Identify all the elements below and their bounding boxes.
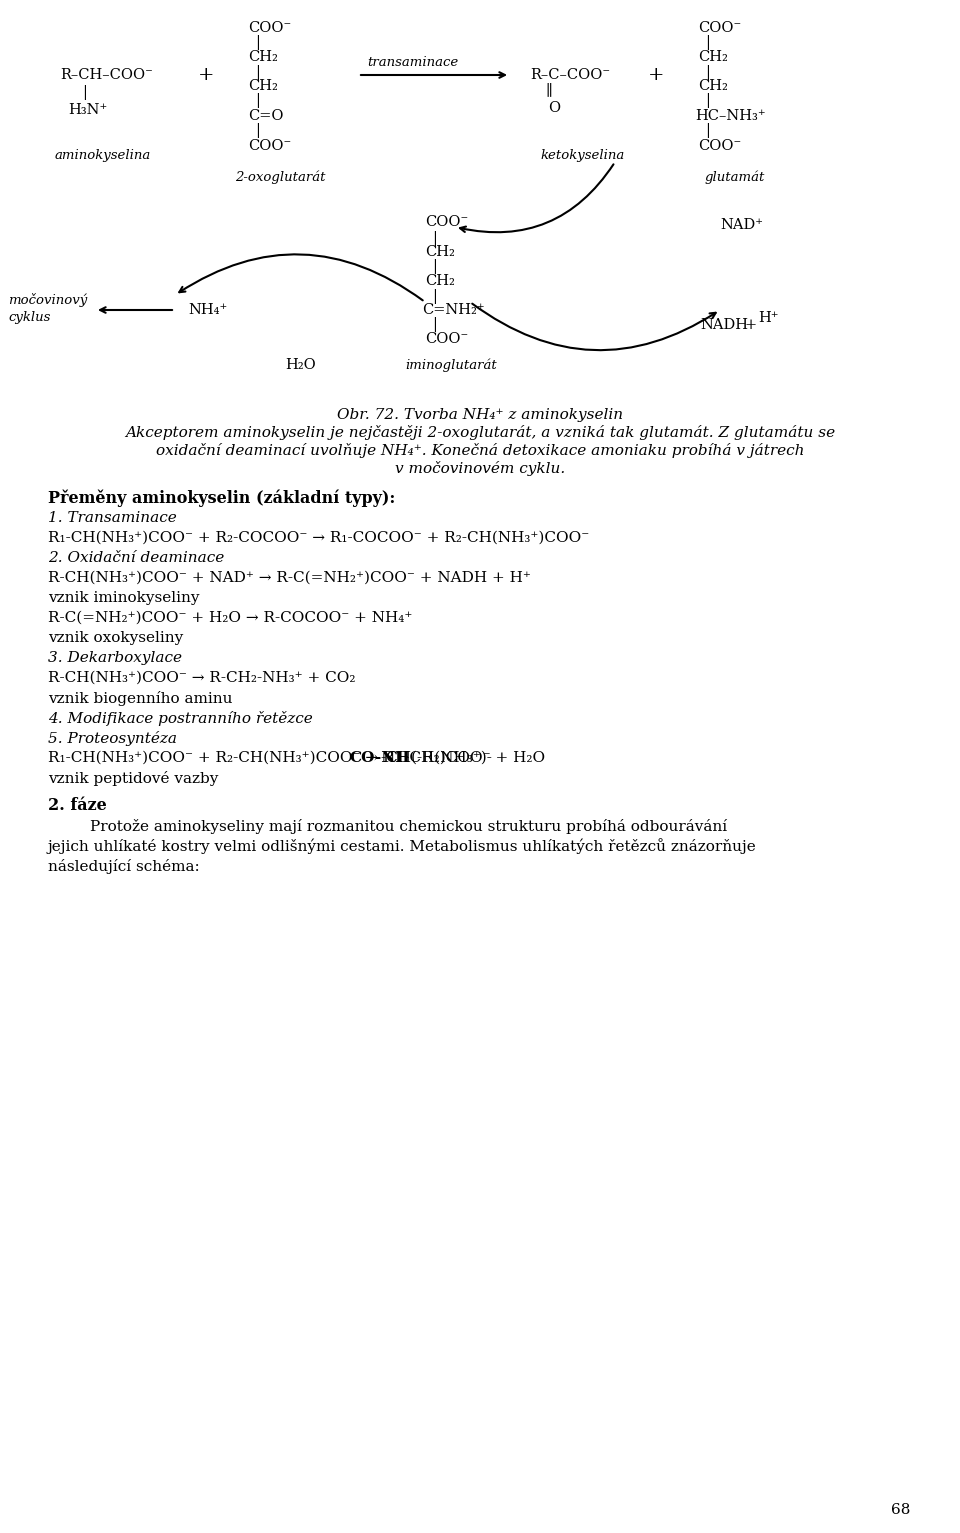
Text: CH₂: CH₂ — [698, 51, 728, 64]
Text: Protože aminokyseliny mají rozmanitou chemickou strukturu probíhá odbourávání: Protože aminokyseliny mají rozmanitou ch… — [90, 819, 727, 834]
Text: O: O — [548, 101, 560, 115]
Text: +: + — [198, 66, 214, 84]
Text: +: + — [648, 66, 664, 84]
Text: -CH(-R₂)COO⁻ + H₂O: -CH(-R₂)COO⁻ + H₂O — [381, 751, 545, 765]
Text: C=O: C=O — [248, 109, 283, 123]
Text: |: | — [432, 259, 437, 274]
Text: ketokyselina: ketokyselina — [540, 149, 624, 161]
Text: |: | — [705, 35, 709, 51]
Text: H₃N⁺: H₃N⁺ — [68, 103, 108, 117]
Text: |: | — [705, 94, 709, 109]
Text: COO⁻: COO⁻ — [425, 333, 468, 346]
Text: |: | — [705, 124, 709, 138]
Text: iminoglutarát: iminoglutarát — [405, 359, 496, 371]
Text: Přeměny aminokyselin (základní typy):: Přeměny aminokyselin (základní typy): — [48, 489, 396, 507]
Text: +: + — [745, 317, 757, 333]
Text: |: | — [255, 64, 260, 80]
Text: 2. fáze: 2. fáze — [48, 797, 107, 814]
Text: COO⁻: COO⁻ — [698, 21, 741, 35]
Text: H⁺: H⁺ — [758, 311, 779, 325]
Text: H₂O: H₂O — [285, 359, 316, 373]
Text: CH₂: CH₂ — [425, 274, 455, 288]
Text: transaminace: transaminace — [367, 55, 458, 69]
Text: |: | — [705, 64, 709, 80]
Text: ∥: ∥ — [545, 83, 552, 97]
Text: 2. Oxidační deaminace: 2. Oxidační deaminace — [48, 550, 225, 566]
Text: COO⁻: COO⁻ — [248, 21, 291, 35]
Text: 68: 68 — [891, 1502, 910, 1518]
Text: R-C(=NH₂⁺)COO⁻ + H₂O → R-COCOO⁻ + NH₄⁺: R-C(=NH₂⁺)COO⁻ + H₂O → R-COCOO⁻ + NH₄⁺ — [48, 612, 413, 625]
Text: močovinový: močovinový — [8, 293, 87, 307]
Text: |: | — [82, 86, 86, 101]
Text: vznik biogenního aminu: vznik biogenního aminu — [48, 690, 232, 705]
Text: CO-NH: CO-NH — [349, 751, 410, 765]
Text: COO⁻: COO⁻ — [698, 140, 741, 153]
Text: |: | — [255, 35, 260, 51]
Text: NH₄⁺: NH₄⁺ — [188, 304, 228, 317]
Text: 3. Dekarboxylace: 3. Dekarboxylace — [48, 652, 182, 665]
Text: R-CH(NH₃⁺)COO⁻ → R-CH₂-NH₃⁺ + CO₂: R-CH(NH₃⁺)COO⁻ → R-CH₂-NH₃⁺ + CO₂ — [48, 671, 355, 685]
Text: v močovinovém cyklu.: v močovinovém cyklu. — [395, 461, 565, 477]
Text: oxidační deaminací uvolňuje NH₄⁺. Konečná detoxikace amoniaku probíhá v játrech: oxidační deaminací uvolňuje NH₄⁺. Konečn… — [156, 443, 804, 458]
Text: R₁-CH(NH₃⁺)COO⁻ + R₂-CH(NH₃⁺)COO⁻ → R1-CH(NH₃⁺)-: R₁-CH(NH₃⁺)COO⁻ + R₂-CH(NH₃⁺)COO⁻ → R1-C… — [48, 751, 492, 765]
Text: glutamát: glutamát — [705, 170, 765, 184]
Text: cyklus: cyklus — [8, 311, 50, 325]
Text: |: | — [255, 124, 260, 138]
Text: vznik oxokyseliny: vznik oxokyseliny — [48, 632, 183, 645]
Text: vznik peptidové vazby: vznik peptidové vazby — [48, 771, 218, 785]
Text: 5. Proteosyntéza: 5. Proteosyntéza — [48, 731, 177, 745]
Text: |: | — [432, 230, 437, 245]
Text: HC–NH₃⁺: HC–NH₃⁺ — [695, 109, 766, 123]
Text: 4. Modifikace postranního řetězce: 4. Modifikace postranního řetězce — [48, 710, 313, 725]
Text: vznik iminokyseliny: vznik iminokyseliny — [48, 592, 200, 606]
Text: jejich uhlíkaté kostry velmi odlišnými cestami. Metabolismus uhlíkatých řetězců : jejich uhlíkaté kostry velmi odlišnými c… — [48, 839, 756, 854]
Text: NADH: NADH — [700, 317, 748, 333]
Text: následující schéma:: následující schéma: — [48, 858, 200, 874]
Text: Akceptorem aminokyselin je nejčastěji 2-oxoglutarát, a vzniká tak glutamát. Z gl: Akceptorem aminokyselin je nejčastěji 2-… — [125, 426, 835, 440]
Text: aminokyselina: aminokyselina — [55, 149, 152, 161]
Text: R-CH(NH₃⁺)COO⁻ + NAD⁺ → R-C(=NH₂⁺)COO⁻ + NADH + H⁺: R-CH(NH₃⁺)COO⁻ + NAD⁺ → R-C(=NH₂⁺)COO⁻ +… — [48, 570, 531, 586]
Text: 2-oxoglutarát: 2-oxoglutarát — [235, 170, 325, 184]
Text: Obr. 72. Tvorba NH₄⁺ z aminokyselin: Obr. 72. Tvorba NH₄⁺ z aminokyselin — [337, 408, 623, 422]
Text: C=NH₂⁺: C=NH₂⁺ — [422, 304, 485, 317]
Text: |: | — [432, 288, 437, 304]
Text: CH₂: CH₂ — [698, 80, 728, 94]
Text: R₁-CH(NH₃⁺)COO⁻ + R₂-COCOO⁻ → R₁-COCOO⁻ + R₂-CH(NH₃⁺)COO⁻: R₁-CH(NH₃⁺)COO⁻ + R₂-COCOO⁻ → R₁-COCOO⁻ … — [48, 530, 589, 546]
Text: CH₂: CH₂ — [425, 245, 455, 259]
Text: COO⁻: COO⁻ — [248, 140, 291, 153]
Text: COO⁻: COO⁻ — [425, 215, 468, 228]
Text: R–C–COO⁻: R–C–COO⁻ — [530, 67, 611, 81]
Text: CH₂: CH₂ — [248, 51, 277, 64]
Text: 1. Transaminace: 1. Transaminace — [48, 510, 177, 524]
Text: CH₂: CH₂ — [248, 80, 277, 94]
Text: |: | — [432, 317, 437, 333]
Text: NAD⁺: NAD⁺ — [720, 218, 763, 231]
Text: |: | — [255, 94, 260, 109]
Text: R–CH–COO⁻: R–CH–COO⁻ — [60, 67, 153, 81]
